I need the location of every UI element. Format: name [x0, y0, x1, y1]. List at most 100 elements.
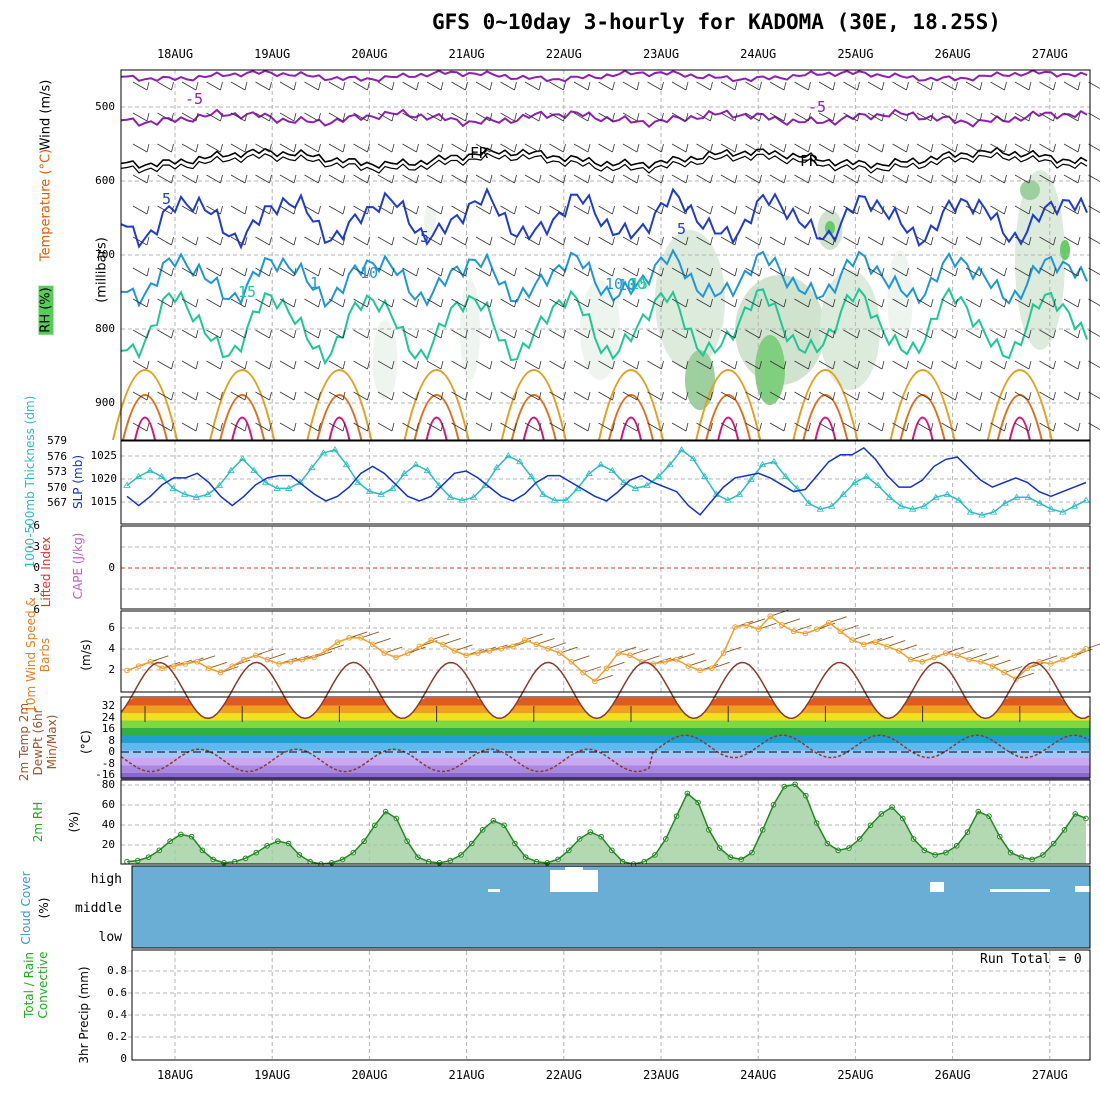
thickness-marker [539, 490, 547, 497]
wind-barb [377, 298, 393, 308]
wind-barb-flag [318, 391, 321, 401]
wind-barb-flag [881, 298, 885, 308]
thickness-marker [412, 460, 420, 468]
wind-barb [377, 267, 393, 277]
wind-barb [132, 422, 148, 432]
wind-barb [206, 236, 221, 246]
wind-barb [598, 205, 613, 215]
wind-barb-flag [514, 205, 517, 215]
wind-barb-flag [563, 391, 566, 401]
wind-barb [622, 81, 638, 91]
wind-barb-flag [538, 236, 542, 246]
wind-barb-flag [244, 329, 248, 339]
wind-barb [696, 360, 711, 370]
wind-barb [941, 236, 956, 246]
wind-barb [769, 81, 785, 91]
wind-barb-flag [195, 422, 199, 432]
wind-barb [426, 174, 442, 184]
wind-barb [328, 236, 344, 246]
date-label: 27AUG [1031, 1068, 1068, 1082]
wind-barb [230, 236, 246, 246]
wind-barb-flag [293, 205, 297, 215]
wind-barb [157, 143, 172, 153]
wind10-line [126, 615, 1087, 683]
wind-barb [965, 143, 981, 153]
chart-title: GFS 0~10day 3-hourly for KADOMA (30E, 18… [432, 10, 1001, 34]
wind-barb-flag [612, 267, 615, 277]
temp-line [120, 661, 1090, 720]
wind-barb [524, 81, 540, 91]
wind-barb [916, 143, 932, 153]
wind-barb [157, 360, 172, 370]
wind-barb-flag [710, 205, 713, 215]
wind-barb-flag [808, 143, 811, 153]
rh-shading [755, 335, 785, 405]
rh-shading [887, 250, 913, 350]
thickness-marker [701, 472, 709, 479]
wind-barb-flag [857, 174, 860, 184]
wind-barb [647, 112, 662, 122]
wind-barb-flag [1077, 112, 1081, 122]
wind-barb [328, 112, 344, 122]
wind-barb [157, 329, 172, 339]
wind-barb-flag [195, 360, 199, 370]
wind-barb [206, 112, 221, 122]
wind-barb [769, 391, 785, 401]
date-label: 20AUG [351, 1068, 388, 1082]
wind-barb-flag [220, 112, 223, 122]
wind-barb [671, 143, 687, 153]
wind-barb [965, 236, 981, 246]
thickness-marker [781, 472, 790, 479]
date-label: 26AUG [934, 47, 971, 61]
date-label: 18AUG [156, 1068, 194, 1082]
wind-barb [328, 143, 344, 153]
contour-label: -5 [808, 98, 826, 116]
wind-barb-flag [857, 422, 860, 432]
date-label: 24AUG [740, 47, 777, 61]
wind-barb-flag [587, 112, 591, 122]
wind-barb [867, 236, 883, 246]
wind-barb-flag [1004, 236, 1007, 246]
wind-barb-flag [808, 81, 811, 91]
wind-barb-flag [685, 329, 689, 339]
wind-barb-flag [955, 298, 958, 308]
wind-barb [573, 81, 589, 91]
wind-barb-flag [465, 205, 468, 215]
wind-barb-flag [244, 391, 248, 401]
slp-tick: 1025 [90, 449, 118, 462]
contour-20c [695, 369, 762, 441]
wind-barb-flag [906, 112, 909, 122]
slp-line [126, 446, 1087, 516]
wind-barb [181, 205, 197, 215]
wind-barb [132, 298, 148, 308]
wind-barb [671, 112, 687, 122]
wind-barb-flag [489, 112, 493, 122]
wind-barb-flag [710, 298, 713, 308]
wind-barb-flag [220, 174, 223, 184]
wind-barb [475, 236, 491, 246]
wind-barb [696, 298, 711, 308]
wind-barb-flag [1077, 360, 1081, 370]
wind-barb [941, 298, 956, 308]
contour-freezing [120, 146, 1088, 170]
wind10-barb [968, 653, 988, 661]
wind-barb-flag [367, 360, 370, 370]
wind-barb-flag [906, 267, 909, 277]
wind-barb-flag [906, 143, 909, 153]
wind-barb-flag [612, 329, 615, 339]
wind-barb [794, 81, 809, 91]
wind-barb [181, 267, 197, 277]
wind-barb [549, 391, 564, 401]
cloud-level-high: high [90, 872, 122, 887]
wind-barb-flag [416, 112, 419, 122]
wind-barb [867, 422, 883, 432]
wind-barb-flag [318, 174, 321, 184]
wind-barb-flag [857, 360, 860, 370]
wind-barb [622, 391, 638, 401]
wind-barb-flag [391, 174, 395, 184]
wind-barb-flag [416, 205, 419, 215]
wind-barb [990, 112, 1005, 122]
wind-barb-flag [857, 267, 860, 277]
wind-barb-flag [1004, 329, 1007, 339]
wind-barb-flag [661, 298, 664, 308]
